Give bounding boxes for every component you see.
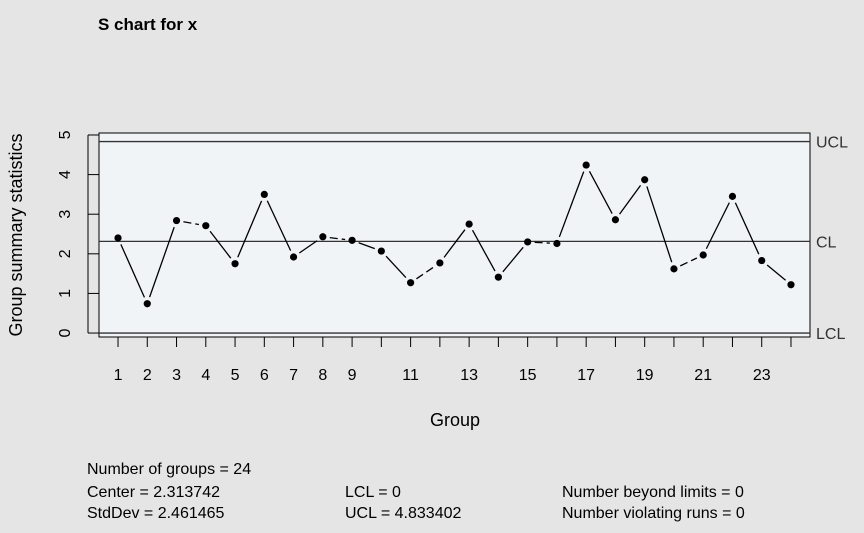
stat-lcl: LCL = 0 bbox=[345, 484, 401, 501]
series-segment bbox=[534, 241, 550, 244]
y-tick-label: 1 bbox=[57, 289, 74, 298]
data-point bbox=[319, 233, 327, 241]
data-point bbox=[143, 300, 151, 308]
y-tick-label: 2 bbox=[57, 249, 74, 258]
data-point bbox=[377, 247, 385, 255]
data-point bbox=[699, 251, 707, 259]
stat-stddev: StdDev = 2.461465 bbox=[87, 505, 225, 522]
x-tick-label: 3 bbox=[172, 367, 181, 384]
series-segment bbox=[329, 236, 346, 241]
data-point bbox=[728, 192, 737, 200]
data-point bbox=[670, 265, 678, 273]
series-segment bbox=[679, 257, 698, 267]
series-segment bbox=[705, 202, 730, 250]
y-axis: 0 1 2 3 4 5 bbox=[57, 130, 99, 337]
x-tick-label: 7 bbox=[289, 367, 298, 384]
chart-title: S chart for x bbox=[98, 15, 198, 34]
series-segment bbox=[120, 244, 146, 298]
lcl-label: LCL bbox=[816, 326, 845, 343]
y-axis-label: Group summary statistics bbox=[6, 133, 26, 336]
data-point bbox=[641, 176, 649, 184]
in-limits-band bbox=[99, 141, 810, 334]
series-segment bbox=[443, 229, 466, 258]
x-axis-label: Group bbox=[430, 410, 480, 430]
data-point bbox=[289, 253, 298, 261]
data-point bbox=[465, 220, 473, 228]
x-tick-label: 5 bbox=[231, 367, 240, 384]
series-segment bbox=[416, 266, 435, 280]
ucl-label: UCL bbox=[816, 135, 848, 152]
x-tick-label: 13 bbox=[460, 367, 478, 384]
stat-n-groups: Number of groups = 24 bbox=[87, 461, 252, 478]
series-segment bbox=[183, 221, 200, 226]
data-point bbox=[787, 281, 795, 289]
x-tick-label: 4 bbox=[201, 367, 210, 384]
x-tick-label: 6 bbox=[260, 367, 269, 384]
stat-ucl: UCL = 4.833402 bbox=[345, 505, 462, 522]
data-point bbox=[114, 234, 122, 242]
data-point bbox=[260, 190, 268, 198]
data-point bbox=[231, 260, 239, 268]
x-tick-label: 21 bbox=[694, 367, 712, 384]
series-segment bbox=[766, 264, 786, 281]
x-tick-label: 11 bbox=[402, 367, 419, 384]
data-point bbox=[348, 236, 356, 244]
x-tick-label: 2 bbox=[143, 367, 152, 384]
y-tick-label: 5 bbox=[57, 130, 74, 139]
cl-label: CL bbox=[816, 234, 837, 251]
series-segment bbox=[558, 171, 585, 238]
series-segment bbox=[734, 202, 760, 255]
x-tick-label: 19 bbox=[636, 367, 654, 384]
series-segment bbox=[471, 229, 496, 272]
stat-violating-runs: Number violating runs = 0 bbox=[562, 505, 745, 522]
series-segment bbox=[619, 185, 642, 215]
x-tick-label: 1 bbox=[114, 367, 123, 384]
data-point bbox=[553, 239, 561, 248]
data-point bbox=[436, 259, 444, 267]
data-point bbox=[494, 273, 502, 281]
series-segment bbox=[209, 230, 232, 259]
series-segment bbox=[237, 200, 263, 258]
y-tick-label: 3 bbox=[57, 210, 74, 219]
x-tick-label: 23 bbox=[753, 367, 771, 384]
data-point bbox=[758, 256, 766, 265]
series-segment bbox=[148, 226, 175, 298]
data-point bbox=[202, 222, 210, 230]
x-axis: 1 2 3 4 5 6 7 8 9 11 13 15 17 19 21 23 bbox=[114, 336, 792, 384]
x-tick-label: 8 bbox=[318, 367, 327, 384]
data-point bbox=[524, 238, 532, 246]
data-point bbox=[611, 216, 620, 224]
stat-center: Center = 2.313742 bbox=[87, 484, 220, 501]
control-limits: UCL CL LCL bbox=[99, 135, 848, 343]
stat-beyond-limits: Number beyond limits = 0 bbox=[562, 484, 744, 501]
data-point bbox=[582, 161, 590, 169]
y-tick-label: 0 bbox=[57, 328, 74, 337]
data-point bbox=[407, 279, 415, 287]
series-segment bbox=[588, 170, 613, 214]
x-tick-label: 15 bbox=[519, 367, 537, 384]
data-series bbox=[114, 161, 795, 308]
x-tick-label: 17 bbox=[577, 367, 595, 384]
data-point bbox=[172, 216, 181, 225]
series-segment bbox=[298, 240, 318, 254]
series-segment bbox=[266, 200, 292, 251]
x-tick-label: 9 bbox=[348, 367, 357, 384]
series-segment bbox=[358, 242, 376, 250]
series-segment bbox=[646, 186, 673, 263]
y-tick-label: 4 bbox=[57, 170, 74, 179]
series-segment bbox=[502, 246, 524, 273]
series-segment bbox=[385, 255, 407, 279]
